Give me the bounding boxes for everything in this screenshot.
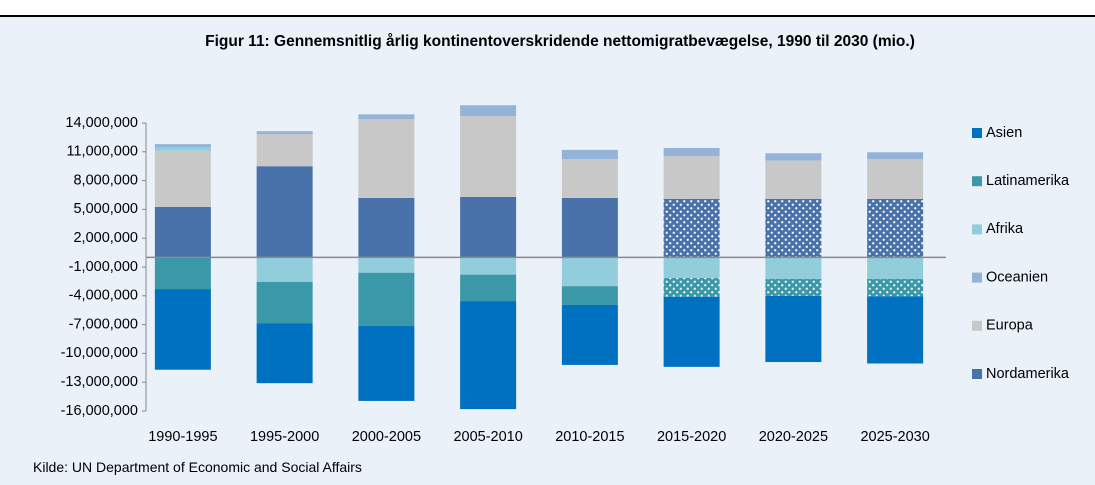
y-tick-label: -1,000,000 <box>69 259 138 275</box>
legend-label: Asien <box>986 125 1022 141</box>
bar-segment <box>358 272 415 327</box>
y-tick-label: -7,000,000 <box>69 316 138 332</box>
bar-segment <box>765 160 822 199</box>
y-tick-label: 11,000,000 <box>67 144 139 160</box>
y-tick-label: 2,000,000 <box>73 230 138 246</box>
legend-label: Oceanien <box>986 269 1048 285</box>
bar-segment <box>663 156 720 199</box>
bar-segment <box>154 289 211 370</box>
legend-swatch <box>972 128 982 138</box>
legend-swatch <box>972 176 982 187</box>
bar-segment <box>663 198 720 258</box>
bar-segment <box>867 279 924 297</box>
x-tick-label: 2000-2005 <box>352 429 421 445</box>
x-tick-label: 2005-2010 <box>453 429 522 445</box>
bar-segment <box>154 150 211 207</box>
y-tick-label: 8,000,000 <box>73 172 138 188</box>
bar-segment <box>765 295 822 363</box>
legend-swatch <box>972 224 982 235</box>
x-tick-label: 2015-2020 <box>657 429 726 445</box>
legend-label: Latinamerika <box>986 173 1070 189</box>
legend-label: Afrika <box>986 221 1024 237</box>
bar-segment <box>561 257 618 287</box>
bar-segment <box>256 134 313 167</box>
bar-segment <box>867 198 924 258</box>
bar-segment <box>460 301 517 410</box>
bar-segment <box>460 116 517 197</box>
bar-segment <box>561 159 618 198</box>
y-tick-label: 14,000,000 <box>65 115 138 131</box>
bar-segment <box>460 274 517 302</box>
legend-swatch <box>972 272 982 283</box>
bar-segment <box>358 114 415 120</box>
bar-segment <box>765 198 822 258</box>
y-tick-label: -16,000,000 <box>61 403 138 419</box>
bar-segment <box>867 159 924 199</box>
bar-segment <box>765 279 822 296</box>
bar-segment <box>154 257 211 290</box>
bar-segment <box>561 286 618 305</box>
bar-segment <box>154 144 211 147</box>
bar-segment <box>663 296 720 367</box>
bar-segment <box>358 197 415 258</box>
bar-segment <box>256 281 313 324</box>
bar-segment <box>765 257 822 279</box>
bar-segment <box>867 152 924 159</box>
y-tick-label: -13,000,000 <box>61 374 138 390</box>
legend-label: Europa <box>986 318 1034 334</box>
bar-segment <box>561 304 618 365</box>
bar-segment <box>256 257 313 282</box>
bar-segment <box>765 153 822 161</box>
source: Kilde: UN Department of Economic and Soc… <box>33 459 362 475</box>
x-tick-label: 2010-2015 <box>555 429 624 445</box>
x-tick-label: 1995-2000 <box>250 429 319 445</box>
bar-segment <box>460 105 517 117</box>
bar-segment <box>358 257 415 273</box>
bar-segment <box>154 147 211 151</box>
x-tick-label: 2025-2030 <box>860 429 929 445</box>
bar-segment <box>867 257 924 279</box>
bar-segment <box>460 196 517 258</box>
legend-label: Nordamerika <box>986 366 1070 382</box>
bar-segment <box>561 197 618 258</box>
bar-segment <box>663 147 720 157</box>
bar-segment <box>867 296 924 364</box>
bar-segment <box>460 257 517 275</box>
legend-swatch <box>972 320 982 331</box>
bar-segment <box>358 119 415 198</box>
bar-segment <box>663 278 720 297</box>
bar-segment <box>256 323 313 384</box>
bar-segment <box>256 166 313 258</box>
bar-segment <box>154 207 211 258</box>
bar-segment <box>358 326 415 401</box>
x-tick-label: 2020-2025 <box>759 429 828 445</box>
y-tick-label: -10,000,000 <box>61 345 138 361</box>
y-tick-label: 5,000,000 <box>73 201 138 217</box>
chart-title: Figur 11: Gennemsnitlig årlig kontinento… <box>205 33 915 50</box>
x-tick-label: 1990-1995 <box>148 429 217 445</box>
bar-segment <box>663 257 720 279</box>
legend-swatch <box>972 369 982 379</box>
bar-segment <box>256 131 313 135</box>
bar-segment <box>561 149 618 159</box>
y-tick-label: -4,000,000 <box>69 288 138 304</box>
